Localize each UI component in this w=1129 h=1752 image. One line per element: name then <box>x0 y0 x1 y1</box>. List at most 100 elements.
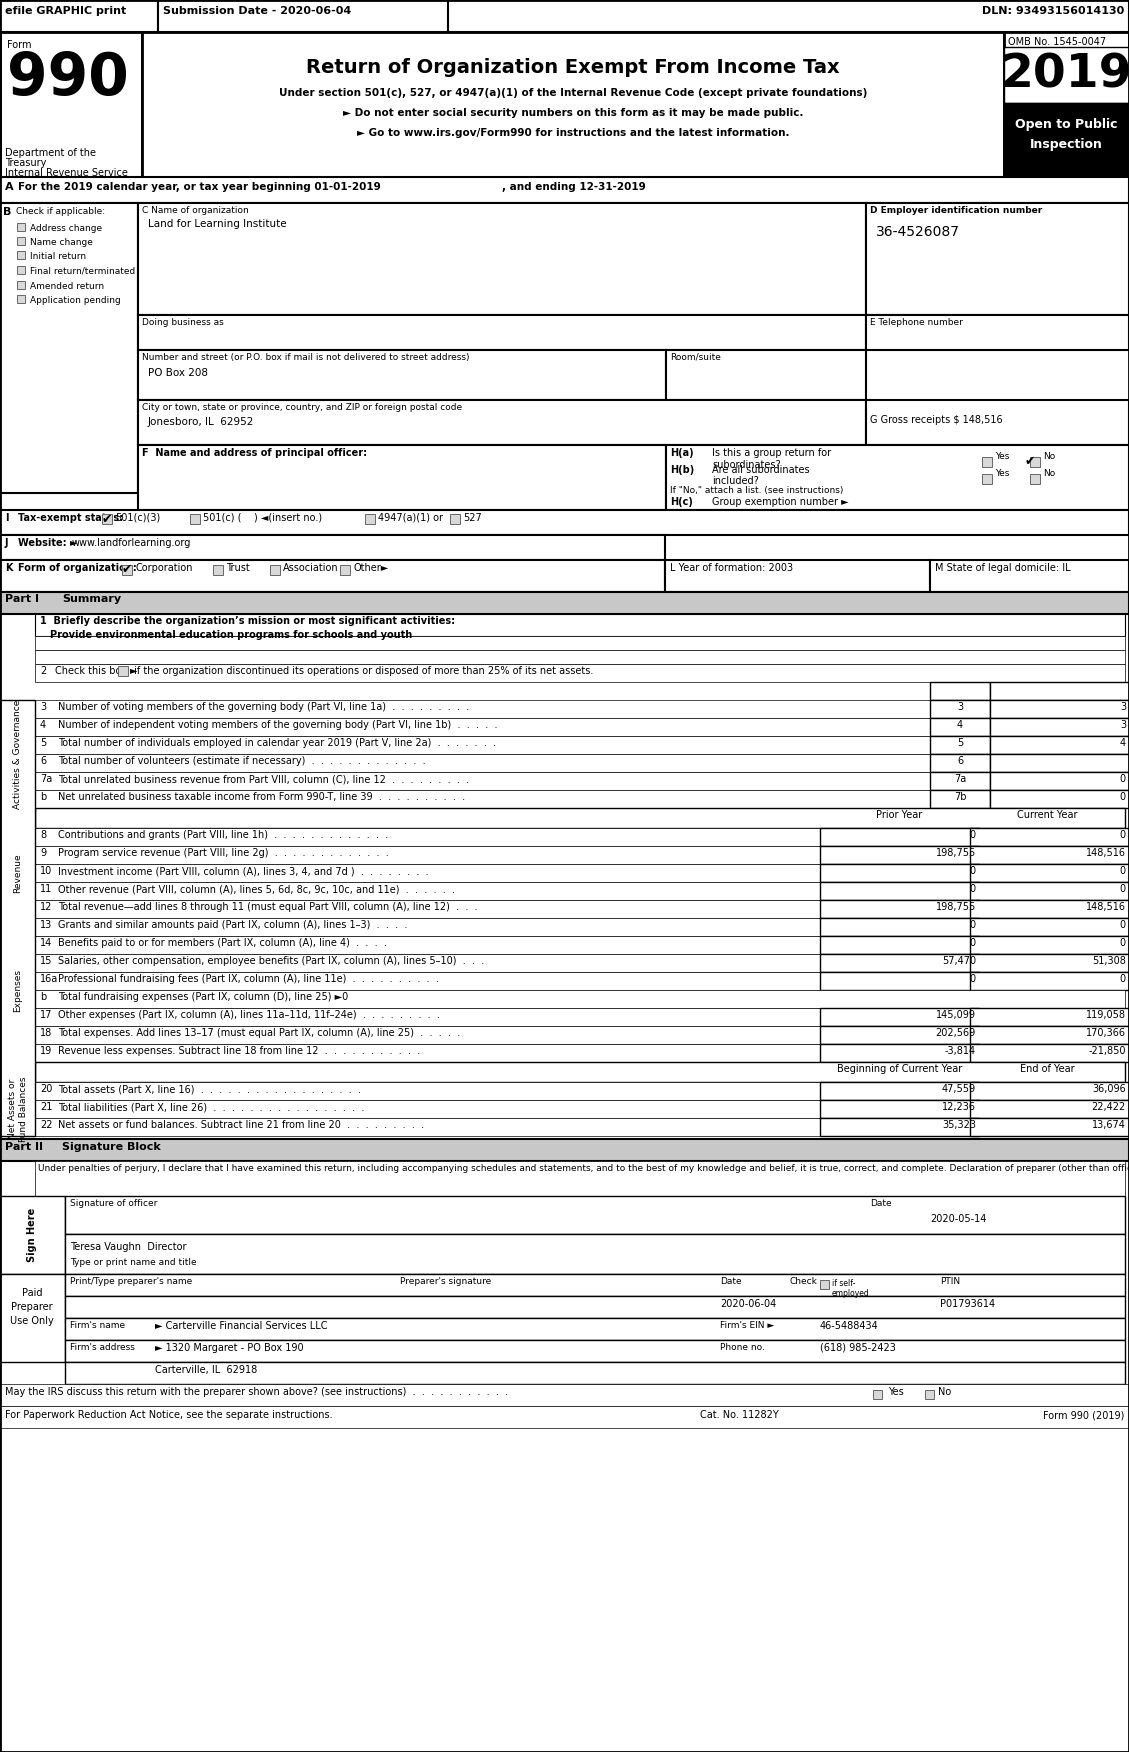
Text: 9: 9 <box>40 848 46 858</box>
Text: if self-
employed: if self- employed <box>832 1279 869 1298</box>
Text: 22: 22 <box>40 1120 53 1130</box>
Text: D Employer identification number: D Employer identification number <box>870 207 1042 215</box>
Text: Form: Form <box>7 40 32 51</box>
Bar <box>866 315 1129 350</box>
Bar <box>450 513 460 524</box>
Text: 0: 0 <box>970 830 975 839</box>
Text: Check if applicable:: Check if applicable: <box>16 207 105 215</box>
Text: Firm's EIN ►: Firm's EIN ► <box>720 1321 774 1330</box>
Text: included?: included? <box>712 477 759 485</box>
Bar <box>35 736 1124 753</box>
Bar <box>930 753 990 773</box>
Bar <box>17 280 25 289</box>
Text: Yes: Yes <box>889 1388 903 1396</box>
Text: No: No <box>1043 470 1056 478</box>
Text: Current Year: Current Year <box>1017 809 1078 820</box>
Bar <box>970 1044 1129 1062</box>
Text: B: B <box>3 207 11 217</box>
Text: Total unrelated business revenue from Part VIII, column (C), line 12  .  .  .  .: Total unrelated business revenue from Pa… <box>58 774 470 783</box>
Bar <box>65 1233 1124 1274</box>
Text: 3: 3 <box>1120 720 1126 731</box>
Text: H(b): H(b) <box>669 464 694 475</box>
Text: 20: 20 <box>40 1084 52 1093</box>
Text: J: J <box>5 538 9 548</box>
Text: 0: 0 <box>970 865 975 876</box>
Bar <box>35 1027 1124 1044</box>
Text: 0: 0 <box>1120 865 1126 876</box>
Text: Under section 501(c), 527, or 4947(a)(1) of the Internal Revenue Code (except pr: Under section 501(c), 527, or 4947(a)(1)… <box>279 88 867 98</box>
Text: Yes: Yes <box>995 470 1009 478</box>
Bar <box>873 1389 882 1400</box>
Text: 36,096: 36,096 <box>1092 1084 1126 1093</box>
Bar <box>0 203 138 492</box>
Text: Amended return: Amended return <box>30 282 104 291</box>
Text: -3,814: -3,814 <box>945 1046 975 1056</box>
Text: Expenses: Expenses <box>14 969 23 1011</box>
Bar <box>665 561 930 592</box>
Text: Total fundraising expenses (Part IX, column (D), line 25) ►0: Total fundraising expenses (Part IX, col… <box>58 992 348 1002</box>
Text: ► Carterville Financial Services LLC: ► Carterville Financial Services LLC <box>155 1321 327 1332</box>
Bar <box>65 1296 1124 1318</box>
Bar <box>970 955 1129 972</box>
Text: G Gross receipts $ 148,516: G Gross receipts $ 148,516 <box>870 415 1003 426</box>
Text: Group exemption number ►: Group exemption number ► <box>712 498 849 506</box>
Bar <box>820 1083 979 1100</box>
Bar <box>0 32 142 177</box>
Text: Part II: Part II <box>5 1142 43 1153</box>
Bar <box>35 613 1124 636</box>
Text: Total expenses. Add lines 13–17 (must equal Part IX, column (A), line 25)  .  . : Total expenses. Add lines 13–17 (must eq… <box>58 1028 461 1037</box>
Text: 0: 0 <box>1120 937 1126 948</box>
Bar <box>213 564 224 575</box>
Text: Website: ►: Website: ► <box>18 538 78 548</box>
Text: Net assets or fund balances. Subtract line 21 from line 20  .  .  .  .  .  .  . : Net assets or fund balances. Subtract li… <box>58 1120 425 1130</box>
Text: OMB No. 1545-0047: OMB No. 1545-0047 <box>1008 37 1106 47</box>
Text: Phone no.: Phone no. <box>720 1344 764 1353</box>
Text: 4: 4 <box>40 720 46 731</box>
Bar <box>970 829 1129 846</box>
Bar <box>820 881 979 901</box>
Text: Initial return: Initial return <box>30 252 86 261</box>
Bar <box>35 1118 1124 1135</box>
Bar <box>0 0 158 32</box>
Text: M State of legal domicile: IL: M State of legal domicile: IL <box>935 562 1070 573</box>
Text: Open to Public: Open to Public <box>1015 117 1118 131</box>
Text: 18: 18 <box>40 1028 52 1037</box>
Text: 148,516: 148,516 <box>1086 902 1126 913</box>
Text: Other revenue (Part VIII, column (A), lines 5, 6d, 8c, 9c, 10c, and 11e)  .  .  : Other revenue (Part VIII, column (A), li… <box>58 885 455 894</box>
Text: Activities & Governance: Activities & Governance <box>14 699 23 809</box>
Bar <box>990 682 1129 701</box>
Text: Beginning of Current Year: Beginning of Current Year <box>837 1063 962 1074</box>
Text: 51,308: 51,308 <box>1092 957 1126 965</box>
Bar <box>970 936 1129 955</box>
Text: Type or print name and title: Type or print name and title <box>70 1258 196 1267</box>
Text: Prior Year: Prior Year <box>876 809 922 820</box>
Bar <box>35 650 1124 664</box>
Text: 0: 0 <box>1120 792 1126 802</box>
Bar <box>158 0 448 32</box>
Text: 0: 0 <box>1120 774 1126 783</box>
Text: Total number of volunteers (estimate if necessary)  .  .  .  .  .  .  .  .  .  .: Total number of volunteers (estimate if … <box>58 757 426 766</box>
Text: 501(c) (    ) ◄(insert no.): 501(c) ( ) ◄(insert no.) <box>203 513 322 524</box>
Bar <box>17 294 25 303</box>
Bar <box>970 881 1129 901</box>
Text: End of Year: End of Year <box>1021 1063 1075 1074</box>
Bar <box>970 1027 1129 1044</box>
Text: Summary: Summary <box>62 594 121 604</box>
Text: b: b <box>40 992 46 1002</box>
Text: Signature Block: Signature Block <box>62 1142 160 1153</box>
Bar <box>0 510 1129 534</box>
Bar <box>35 846 1124 864</box>
Bar <box>122 564 132 575</box>
Text: Investment income (Part VIII, column (A), lines 3, 4, and 7d )  .  .  .  .  .  .: Investment income (Part VIII, column (A)… <box>58 865 429 876</box>
Bar <box>35 664 1124 682</box>
Text: A: A <box>5 182 14 193</box>
Bar <box>35 918 1124 936</box>
Bar <box>0 1197 65 1274</box>
Bar <box>17 251 25 259</box>
Bar <box>35 972 1124 990</box>
Bar <box>820 936 979 955</box>
Text: Revenue: Revenue <box>14 853 23 894</box>
Bar <box>35 881 1124 901</box>
Text: Inspection: Inspection <box>1030 138 1102 151</box>
Text: Date: Date <box>720 1277 742 1286</box>
